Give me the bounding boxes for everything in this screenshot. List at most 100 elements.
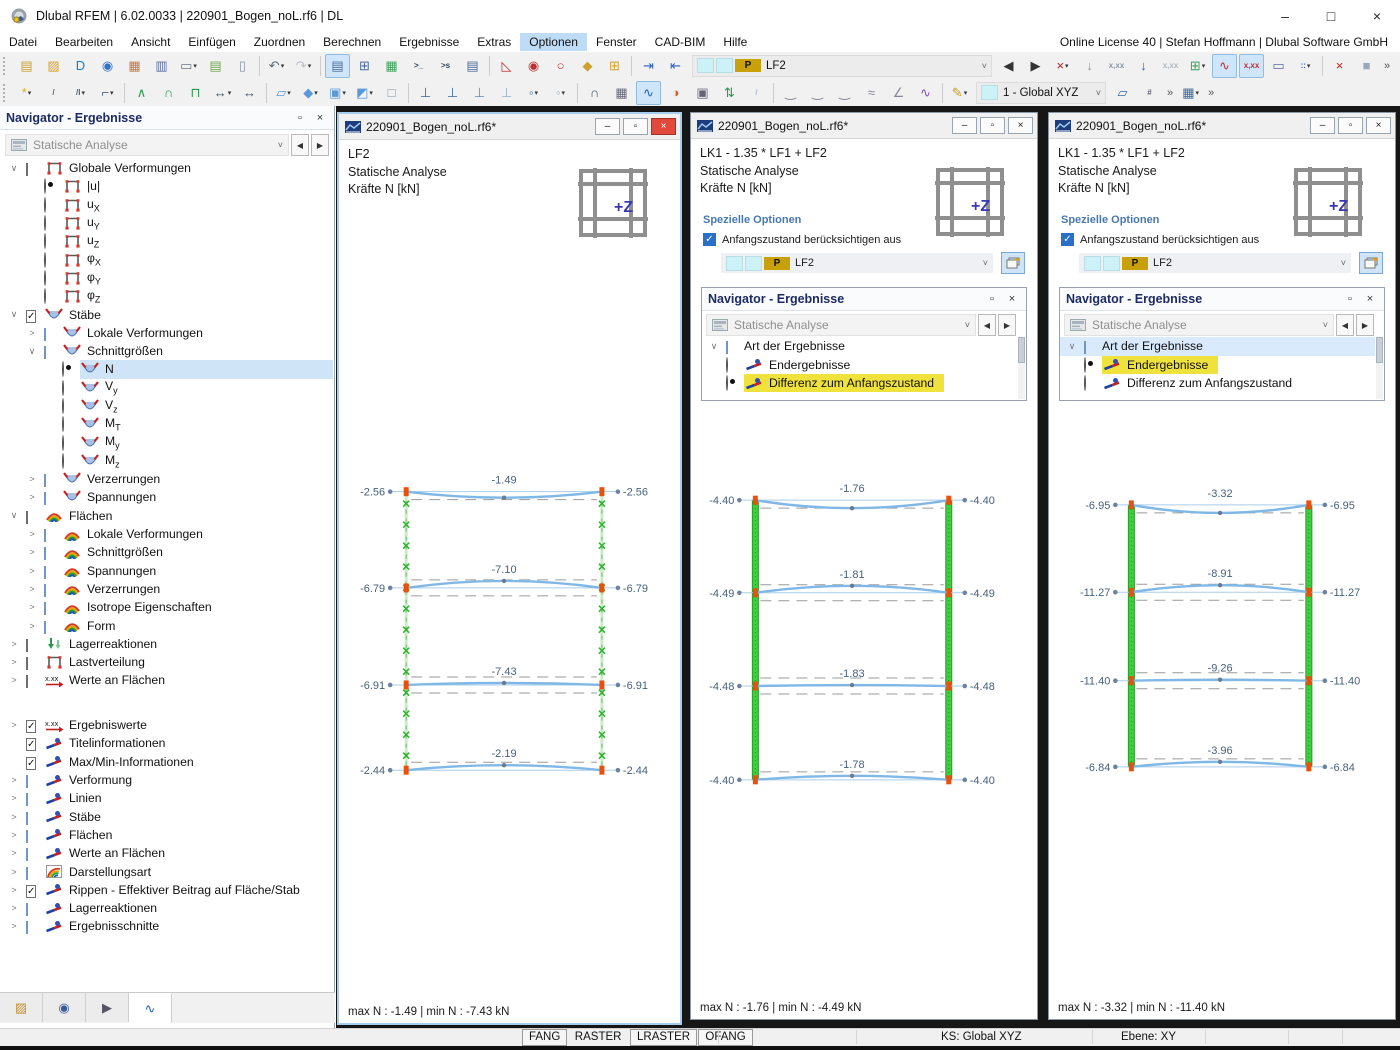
insert-node-button[interactable]: * ▾ (14, 81, 39, 105)
menu-berechnen[interactable]: Berechnen (323, 35, 382, 49)
radio-button[interactable] (726, 375, 728, 392)
tree-item-vz[interactable]: Vz (0, 397, 335, 415)
tree-item-max-min-informationen[interactable]: ✓ Max/Min-Informationen (0, 753, 335, 771)
snap-toggle-fang[interactable]: FANG (522, 1029, 568, 1046)
tree-item-lastverteilung[interactable]: > Lastverteilung (0, 653, 335, 671)
analysis-type-combo[interactable]: Statische Analyse ˅ (706, 314, 976, 336)
tree-item-art-der-ergebnisse[interactable]: ∨ Art der Ergebnisse (702, 337, 1017, 356)
member-hinge-button[interactable]: ◦ ▾ (521, 81, 546, 105)
checkbox[interactable]: ✓ (1061, 233, 1074, 246)
panel-navigator-button[interactable]: ▤ (325, 53, 350, 78)
support-line-2-button[interactable]: ⊥ (467, 81, 492, 105)
expand-icon[interactable]: > (11, 903, 17, 914)
checkbox[interactable] (26, 675, 28, 689)
app-minimize-button[interactable]: – (1281, 8, 1289, 24)
result-diagram-button[interactable]: ∿ (636, 80, 661, 105)
tree-item-|u|[interactable]: |u| (0, 177, 335, 195)
navigator-close-button[interactable]: × (1008, 293, 1016, 305)
panel-toggle-button[interactable]: ▦ ▾ (1178, 81, 1203, 105)
open-model-button[interactable]: ▨ (41, 54, 66, 78)
checkbox[interactable] (26, 657, 28, 671)
tab-views[interactable]: ◉ (43, 993, 86, 1022)
checkbox[interactable]: ✓ (26, 309, 37, 323)
navigator-scrollbar[interactable] (1376, 337, 1383, 399)
select-add-button[interactable]: ⊞ (602, 54, 627, 78)
dlubal-logo-button[interactable]: D (68, 54, 93, 78)
window-restore-button[interactable]: ▫ (980, 117, 1005, 134)
new-model-button[interactable]: ▤ (14, 54, 39, 78)
radio-button[interactable] (44, 269, 46, 286)
tree-item-titelinformationen[interactable]: ✓ Titelinformationen (0, 734, 335, 752)
window-restore-button[interactable]: ▫ (623, 118, 648, 135)
tree-item-globale-verformungen[interactable]: ∨ Globale Verformungen (0, 159, 335, 177)
insert-cut-button[interactable]: ◩ ▾ (352, 81, 377, 105)
format-pencil-button[interactable]: ✎ ▾ (947, 81, 972, 105)
tree-item-verzerrungen[interactable]: > Verzerrungen (0, 580, 335, 598)
checkbox[interactable] (26, 848, 28, 862)
radio-button[interactable] (62, 434, 64, 451)
initial-state-checkbox-row[interactable]: ✓ Anfangszustand berücksichtigen aus (703, 233, 901, 246)
radio-button[interactable] (62, 452, 64, 469)
collapse-icon[interactable]: ∨ (1068, 340, 1076, 351)
radio-button[interactable] (62, 398, 64, 414)
load-case-combo[interactable]: P LF2 ˅ (692, 54, 992, 77)
filter-delete-button[interactable]: × ▾ (1050, 54, 1075, 78)
delete-results-button[interactable]: × (1327, 54, 1352, 78)
coordinate-system-combo[interactable]: 1 - Global XYZ ˅ (976, 81, 1106, 104)
tree-item-lokale-verformungen[interactable]: > Lokale Verformungen (0, 324, 335, 342)
tree-item-y[interactable]: φY (0, 269, 335, 287)
tree-item-ergebnisschnitte[interactable]: > Ergebnisschnitte (0, 917, 335, 935)
panel-tables-button[interactable]: ⊞ (352, 54, 377, 78)
expand-icon[interactable]: > (29, 620, 35, 631)
collapse-icon[interactable]: ∨ (10, 309, 18, 320)
checkbox[interactable] (26, 921, 28, 935)
insert-member-set-button[interactable]: ∩ (156, 81, 181, 105)
window-close-button[interactable]: × (1008, 117, 1033, 134)
checkbox[interactable] (44, 620, 46, 634)
navigator-float-button[interactable]: ▫ (990, 293, 994, 305)
radio-button[interactable] (44, 196, 46, 213)
menu-cad-bim[interactable]: CAD-BIM (654, 35, 706, 49)
collapse-icon[interactable]: ∨ (10, 162, 18, 173)
checkbox[interactable]: ✓ (26, 738, 37, 752)
expand-icon[interactable]: > (11, 866, 17, 877)
checkbox[interactable] (44, 583, 46, 597)
result-display-3-button[interactable]: ‿ (832, 81, 857, 105)
tree-item-werte-an-flächen[interactable]: > x.xx Werte an Flächen (0, 671, 335, 689)
expand-icon[interactable]: > (29, 327, 35, 338)
combo-next-button[interactable]: ▶ (1356, 314, 1374, 336)
coord-attach-button[interactable]: ▱ (1110, 81, 1135, 105)
wand-diagram-button[interactable]: ∿ (913, 81, 938, 105)
tree-item-mt[interactable]: MT (0, 415, 335, 433)
initial-state-checkbox-row[interactable]: ✓ Anfangszustand berücksichtigen aus (1061, 233, 1259, 246)
menu-ansicht[interactable]: Ansicht (131, 35, 171, 49)
window-close-button[interactable]: × (651, 118, 676, 135)
edit-load-cases-button[interactable] (1001, 252, 1025, 274)
tree-item-vy[interactable]: Vy (0, 379, 335, 397)
line-gray-button[interactable]: / (744, 81, 769, 105)
app-maximize-button[interactable]: □ (1326, 8, 1336, 24)
insert-block-button[interactable]: □ (379, 81, 404, 105)
show-results-button[interactable]: ∿ (1212, 53, 1237, 78)
tree-item-differenz-zum-anfangszustand[interactable]: Differenz zum Anfangszustand (1060, 374, 1375, 393)
menu-optionen[interactable]: Optionen (520, 33, 587, 51)
checkbox[interactable] (26, 811, 28, 825)
navigator-close-button[interactable]: × (1366, 293, 1374, 305)
tree-item-flächen[interactable]: > Flächen (0, 826, 335, 844)
window-close-button[interactable]: × (1366, 117, 1391, 134)
combo-prev-button[interactable]: ◀ (291, 134, 309, 156)
checkbox[interactable] (26, 163, 28, 177)
support-line-button[interactable]: ⊥ (440, 81, 465, 105)
table-values-button[interactable]: ⊞ ▾ (1185, 54, 1210, 78)
next-load-case-button[interactable]: ▶ (1023, 54, 1048, 78)
base-data-button[interactable]: ◉ (95, 54, 120, 78)
checkbox[interactable] (1084, 341, 1086, 355)
tree-item-flächen[interactable]: ∨ Flächen (0, 507, 335, 525)
tree-item-z[interactable]: φZ (0, 287, 335, 305)
checkbox[interactable] (44, 602, 46, 616)
collapse-icon[interactable]: ∨ (10, 510, 18, 521)
edit-load-cases-button[interactable] (1359, 252, 1383, 274)
tree-item-darstellungsart[interactable]: > Darstellungsart (0, 862, 335, 880)
window-title-bar[interactable]: 220901_Bogen_noL.rf6* – ▫ × (691, 113, 1037, 139)
checkbox[interactable] (26, 866, 28, 880)
